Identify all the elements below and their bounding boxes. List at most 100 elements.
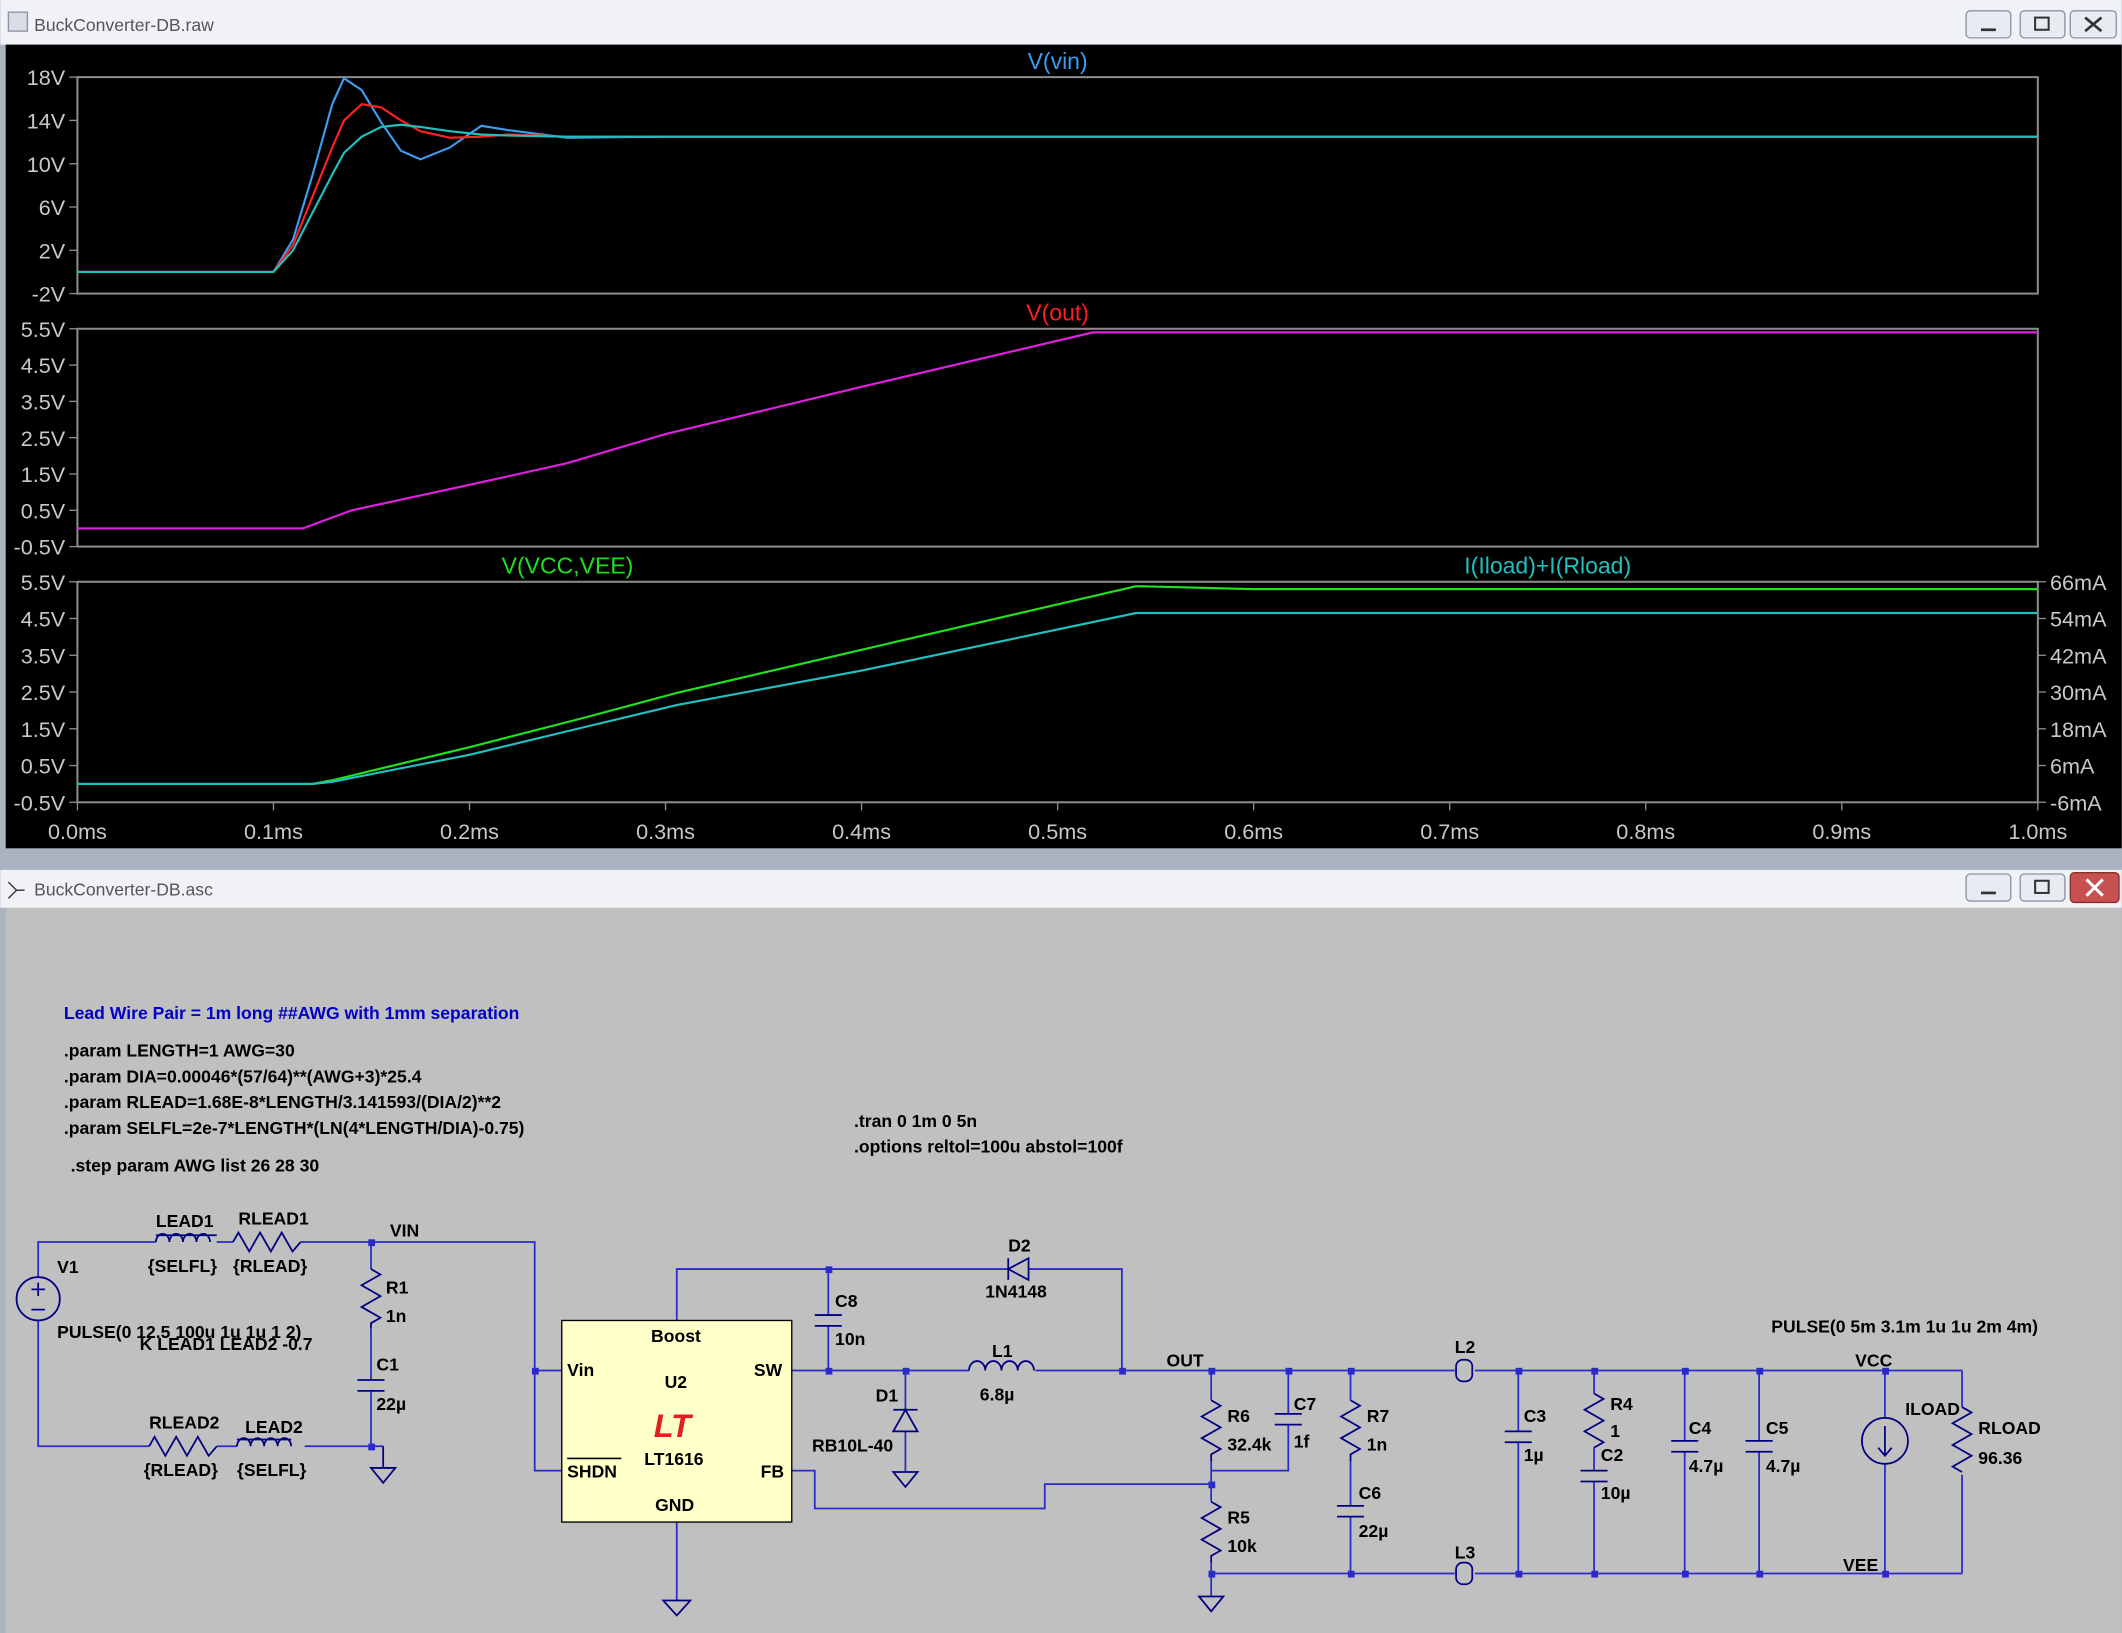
ic-logo: LT: [654, 1408, 694, 1444]
y-tick-label: 4.5V: [21, 607, 66, 632]
window-controls: [1965, 871, 2120, 904]
label: {RLEAD}: [144, 1460, 218, 1480]
y-tick-label: 0.5V: [21, 498, 66, 523]
spice-directive: .options reltol=100u abstol=100f: [854, 1137, 1123, 1157]
x-tick-label: 0.0ms: [48, 819, 107, 844]
ic-body: [561, 1319, 793, 1523]
y2-tick-label: 66mA: [2050, 570, 2107, 595]
y-tick-label: -0.5V: [14, 535, 66, 560]
label: PULSE(0 12.5 100u 1u 1u 1 2): [57, 1322, 301, 1342]
y-tick-label: 3.5V: [21, 643, 66, 668]
minimize-button[interactable]: [1965, 873, 2012, 902]
y2-tick-label: 54mA: [2050, 607, 2107, 632]
trace-label: V(vin): [1028, 48, 1088, 74]
label: L3: [1455, 1543, 1476, 1563]
label: {RLEAD}: [233, 1256, 307, 1276]
label: 22µ: [1359, 1521, 1389, 1541]
label: RLEAD2: [149, 1413, 220, 1433]
y-tick-label: 10V: [27, 152, 66, 177]
label: 1N4148: [985, 1281, 1047, 1301]
label: VIN: [390, 1221, 419, 1241]
legend-entry: I(Iload)+I(Rload): [1464, 553, 1631, 579]
y-tick-label: -0.5V: [14, 790, 66, 815]
y2-tick-label: 30mA: [2050, 680, 2107, 705]
y-tick-label: 0.5V: [21, 754, 66, 779]
y-tick-label: 4.5V: [21, 353, 66, 378]
spice-directive: .step param AWG list 26 28 30: [71, 1156, 320, 1176]
label: R4: [1610, 1394, 1633, 1414]
label: C3: [1524, 1406, 1547, 1426]
y-tick-label: 1.5V: [21, 717, 66, 742]
label: L2: [1455, 1337, 1476, 1357]
trace: [77, 331, 2038, 530]
spice-directive: .tran 0 1m 0 5n: [854, 1111, 977, 1131]
label: R7: [1367, 1406, 1389, 1426]
legend-entry: V(VCC,VEE): [502, 553, 634, 579]
y-tick-label: 2.5V: [21, 680, 66, 705]
title-bar: [0, 869, 2122, 908]
trace: [77, 123, 2038, 274]
wires: [37, 1241, 1963, 1601]
label: 10µ: [1601, 1483, 1631, 1503]
y-tick-label: 3.5V: [21, 389, 66, 414]
window-title: BuckConverter-DB.raw: [34, 15, 214, 35]
label: 1: [1610, 1421, 1620, 1441]
x-tick-label: 0.9ms: [1812, 819, 1871, 844]
label: RB10L-40: [812, 1436, 893, 1456]
y2-tick-label: 18mA: [2050, 717, 2107, 742]
minimize-button[interactable]: [1965, 10, 2012, 39]
label: K LEAD1 LEAD2 -0.7: [140, 1334, 313, 1354]
label: D1: [876, 1386, 899, 1406]
label: 22µ: [376, 1394, 406, 1414]
label: R6: [1227, 1406, 1250, 1426]
junctions: [368, 1239, 1889, 1578]
spice-directive: .param RLEAD=1.68E-8*LENGTH/3.141593/(DI…: [64, 1092, 501, 1112]
y2-tick-label: 6mA: [2050, 754, 2095, 779]
label: R1: [386, 1277, 409, 1297]
label: LEAD2: [245, 1417, 303, 1437]
y-tick-label: 5.5V: [21, 317, 66, 342]
y-tick-label: -2V: [32, 282, 66, 307]
component-labels: LEAD1 RLEAD1 {SELFL} {RLEAD} VIN V1 R1 1…: [57, 1208, 2041, 1574]
label: 4.7µ: [1689, 1456, 1724, 1476]
x-tick-label: 0.8ms: [1616, 819, 1675, 844]
label: 10k: [1227, 1536, 1257, 1556]
label: FB: [761, 1461, 784, 1481]
x-tick-label: 0.5ms: [1028, 819, 1087, 844]
schematic-canvas: [5, 907, 2122, 1633]
label: RLOAD: [1978, 1418, 2041, 1438]
label: {SELFL}: [148, 1256, 218, 1276]
plots: -2V 2V 6V 10V 14V 18V V(vin) -0.5V 0.5V 1.5V 2.5V 3…: [14, 48, 2108, 844]
spice-directive: .param LENGTH=1 AWG=30: [64, 1041, 295, 1061]
plot-area: [5, 44, 2122, 849]
maximize-button[interactable]: [2019, 873, 2066, 902]
y-tick-label: 18V: [27, 65, 66, 90]
label: VCC: [1855, 1350, 1892, 1370]
y-tick-label: 2V: [39, 238, 66, 263]
label: C2: [1601, 1445, 1624, 1465]
label: 6.8µ: [980, 1384, 1015, 1404]
label: C8: [835, 1291, 858, 1311]
title-bar: [0, 0, 2122, 45]
window-controls: [1965, 10, 2117, 39]
label: SHDN: [567, 1461, 617, 1481]
spice-directive: .param SELFL=2e-7*LENGTH*(LN(4*LENGTH/DI…: [64, 1118, 525, 1138]
y-tick-label: 14V: [27, 109, 66, 134]
y-tick-label: 6V: [39, 195, 66, 220]
label: 1µ: [1524, 1445, 1544, 1465]
label: Vin: [567, 1360, 594, 1380]
y2-tick-label: -6mA: [2050, 790, 2102, 815]
label: GND: [655, 1495, 694, 1515]
label: 32.4k: [1227, 1434, 1271, 1454]
label: SW: [754, 1360, 783, 1380]
y-tick-label: 2.5V: [21, 426, 66, 451]
label: C7: [1294, 1394, 1316, 1414]
x-tick-label: 1.0ms: [2008, 819, 2067, 844]
label: RLEAD1: [238, 1208, 309, 1228]
trace: [77, 76, 2038, 274]
plot-frame: [76, 76, 2039, 295]
schematic: Lead Wire Pair = 1m long ##AWG with 1mm …: [15, 1003, 2041, 1617]
maximize-button[interactable]: [2019, 10, 2066, 39]
label: C1: [376, 1355, 399, 1375]
